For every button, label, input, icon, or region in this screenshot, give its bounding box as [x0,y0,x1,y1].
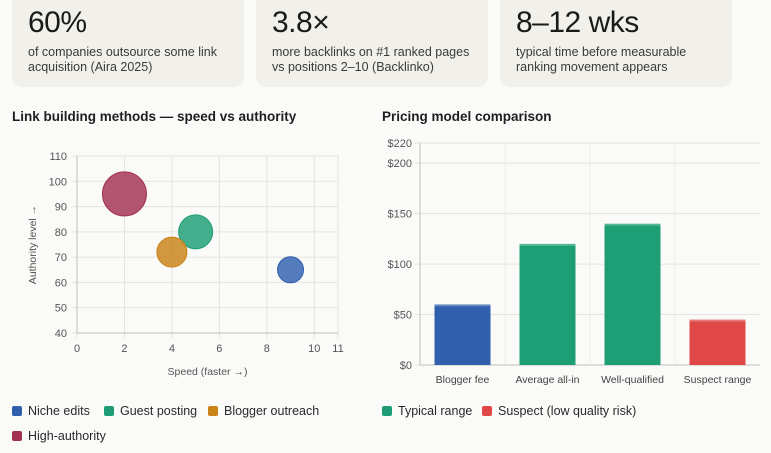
scatter-chart: 0 2 4 6 8 10 11 40 50 60 70 80 90 100 110 Speed (faster… [27,151,344,378]
legend-label: Suspect (low quality risk) [498,404,637,418]
legend-item: Suspect (low quality risk) [482,404,636,418]
x-axis-label: Speed (faster →) [168,366,248,378]
legend-label: Niche edits [28,404,90,418]
bar-legend: Typical range Suspect (low quality risk) [382,404,762,424]
stat-desc-line: of companies outsource some link [28,45,217,59]
legend-label: Blogger outreach [224,404,320,418]
stat-value: 60% [28,6,87,39]
x-tick-label: Suspect range [684,374,752,386]
stat-card-timeline: 8–12 wks typical time before measurable … [500,0,732,87]
x-tick-label: Average all-in [515,374,579,386]
bar-top-highlight [519,243,576,246]
legend-item: High-authority [12,429,106,443]
stat-card-outsource: 60% of companies outsource some link acq… [12,0,244,87]
x-tick-label: 2 [121,343,127,355]
y-tick-label: 110 [49,151,67,163]
scatter-legend: Niche edits Guest posting Blogger outreach… [12,404,372,448]
y-tick-label: 70 [55,252,67,264]
bubble-guest-posting [178,214,214,250]
x-tick-label: Well-qualified [601,374,664,386]
y-tick-label: 90 [55,202,67,214]
y-tick-label: $200 [388,158,412,170]
legend-label: Typical range [398,404,473,418]
x-tick-label: 11 [332,343,343,355]
y-tick-label: 80 [55,227,67,239]
stat-description: typical time before measurable ranking m… [516,45,736,74]
x-tick-label: Blogger fee [436,374,490,386]
bar-blogger-fee [434,304,491,365]
bubble-high-authority [101,171,147,217]
y-tick-label: $100 [388,259,412,271]
y-tick-label: 50 [55,303,67,315]
bar-well-qualified [604,223,661,365]
x-tick-label: 0 [74,343,80,355]
bar-chart-title: Pricing model comparison [382,109,552,124]
scatter-chart-title: Link building methods — speed vs authori… [12,109,297,124]
stat-description: of companies outsource some link acquisi… [28,45,248,74]
y-tick-label: $50 [394,310,412,322]
x-tick-label: 8 [264,343,270,355]
stat-value: 3.8× [272,6,330,39]
bar-top-highlight [434,304,491,307]
y-axis-label: Authority level → [27,205,39,284]
y-tick-label: 100 [49,176,67,188]
y-tick-label: $220 [388,138,412,150]
stat-card-backlinks: 3.8× more backlinks on #1 ranked pages v… [256,0,488,87]
y-tick-label: $150 [388,209,412,221]
legend-swatch [208,406,218,416]
stat-desc-line: more backlinks on #1 ranked pages [272,45,470,59]
stat-desc-line: vs positions 2–10 (Backlinko) [272,59,434,74]
stat-desc-line: ranking movement appears [516,59,668,74]
legend-item: Niche edits [12,404,90,418]
y-tick-label: 60 [55,277,67,289]
bar-average-all-in [519,243,576,365]
x-tick-label: 10 [308,343,320,355]
stat-desc-line: typical time before measurable [516,45,687,59]
x-tick-label: 6 [216,343,222,355]
bubble-niche-edits [277,256,305,284]
legend-item: Guest posting [104,404,197,418]
stat-value: 8–12 wks [516,6,639,39]
bubble-blogger-outreach [156,236,188,268]
bar-suspect-range [689,319,746,365]
bar-chart: $0 $50 $100 $150 $200 $220 Blogger fee Average … [388,138,760,386]
y-tick-label: 40 [55,328,67,340]
legend-label: Guest posting [120,404,198,418]
legend-label: High-authority [28,429,106,443]
legend-swatch [104,406,114,416]
legend-item: Typical range [382,404,472,418]
stat-description: more backlinks on #1 ranked pages vs pos… [272,45,492,74]
legend-item: Blogger outreach [208,404,319,418]
legend-swatch [382,406,392,416]
legend-swatch [12,406,22,416]
bar-top-highlight [689,319,746,322]
y-tick-label: $0 [400,360,412,372]
x-tick-label: 4 [169,343,175,355]
bar-top-highlight [604,223,661,226]
legend-swatch [12,431,22,441]
legend-swatch [482,406,492,416]
stat-desc-line: acquisition (Aira 2025) [28,59,153,74]
